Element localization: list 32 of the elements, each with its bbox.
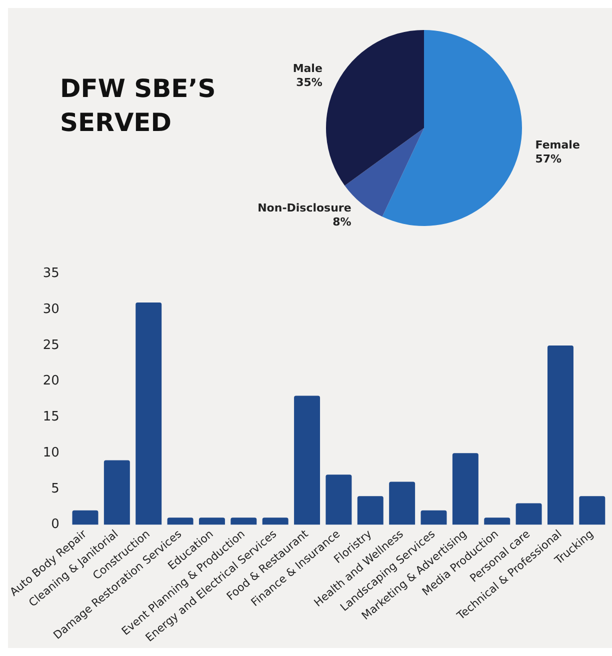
slice-label: Non-Disclosure: [258, 202, 352, 215]
bar: [420, 510, 447, 525]
bar: [230, 518, 257, 525]
y-tick-label: 20: [42, 374, 60, 389]
y-tick-label: 0: [51, 517, 60, 532]
bar: [326, 474, 352, 525]
data-label: 8%: [332, 216, 352, 229]
bar: [547, 346, 574, 525]
bar: [262, 518, 288, 525]
y-tick-label: 5: [51, 481, 60, 496]
y-tick-label: 10: [42, 445, 60, 460]
data-label: 35%: [296, 76, 322, 90]
y-tick-label: 25: [42, 338, 60, 353]
bar: [484, 518, 510, 525]
bar: [104, 460, 130, 525]
bar: [516, 503, 542, 525]
y-tick-label: 35: [42, 266, 60, 282]
bar: [452, 453, 478, 525]
bar: [136, 302, 162, 525]
bar: [357, 496, 384, 525]
y-tick-label: 30: [42, 302, 60, 318]
bar: [389, 482, 416, 525]
bar: [72, 510, 98, 525]
slice-label: Female: [535, 138, 580, 152]
bar: [579, 496, 606, 525]
bar: [294, 396, 320, 525]
y-tick-label: 15: [42, 410, 60, 425]
text: DFW SBE’S SERVED: [60, 73, 217, 139]
slice-label: Male: [292, 62, 322, 76]
bar: [167, 518, 194, 525]
bar: [198, 518, 225, 525]
data-label: 57%: [535, 152, 562, 166]
